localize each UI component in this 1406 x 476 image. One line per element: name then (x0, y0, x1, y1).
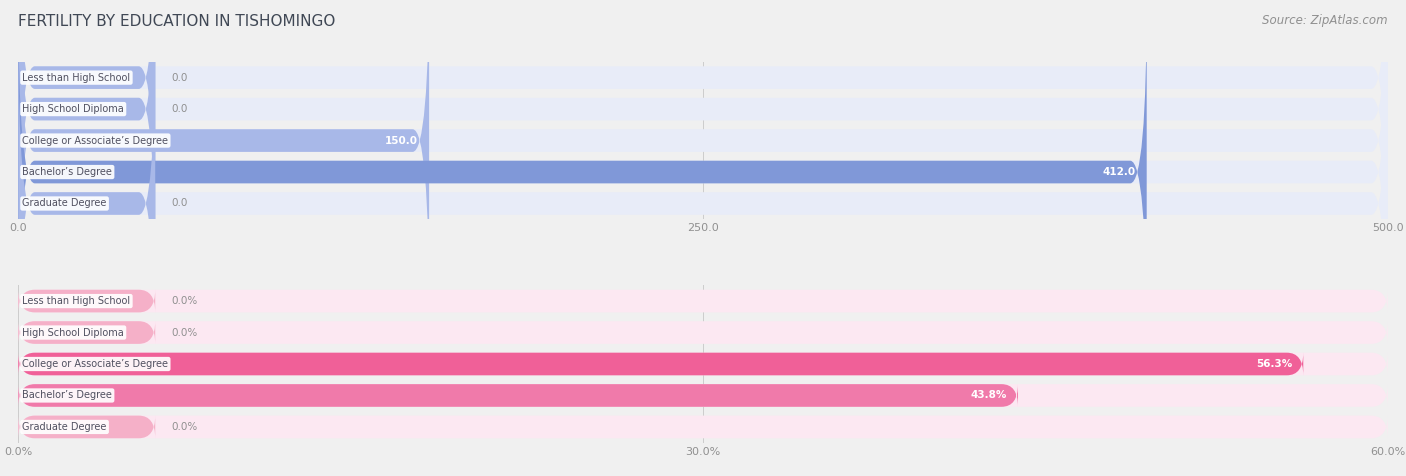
FancyBboxPatch shape (18, 26, 1388, 381)
Text: Graduate Degree: Graduate Degree (22, 422, 107, 432)
FancyBboxPatch shape (18, 0, 1388, 255)
FancyBboxPatch shape (18, 0, 155, 287)
Text: Less than High School: Less than High School (22, 73, 131, 83)
Text: Bachelor’s Degree: Bachelor’s Degree (22, 167, 112, 177)
Text: 150.0: 150.0 (385, 136, 418, 146)
FancyBboxPatch shape (18, 26, 155, 381)
FancyBboxPatch shape (18, 416, 155, 438)
Text: 43.8%: 43.8% (970, 390, 1007, 400)
FancyBboxPatch shape (18, 384, 1388, 407)
FancyBboxPatch shape (18, 0, 1388, 287)
FancyBboxPatch shape (18, 290, 1388, 312)
Text: Source: ZipAtlas.com: Source: ZipAtlas.com (1263, 14, 1388, 27)
Text: 0.0%: 0.0% (172, 327, 198, 337)
FancyBboxPatch shape (18, 0, 1388, 318)
Text: 0.0%: 0.0% (172, 296, 198, 306)
FancyBboxPatch shape (18, 0, 155, 255)
FancyBboxPatch shape (18, 321, 1388, 344)
FancyBboxPatch shape (18, 384, 1018, 407)
FancyBboxPatch shape (18, 0, 429, 318)
FancyBboxPatch shape (18, 0, 1388, 349)
Text: 0.0%: 0.0% (172, 422, 198, 432)
FancyBboxPatch shape (18, 416, 1388, 438)
Text: Graduate Degree: Graduate Degree (22, 198, 107, 208)
Text: College or Associate’s Degree: College or Associate’s Degree (22, 359, 169, 369)
Text: 0.0: 0.0 (172, 104, 188, 114)
FancyBboxPatch shape (18, 290, 155, 312)
Text: 56.3%: 56.3% (1256, 359, 1292, 369)
Text: High School Diploma: High School Diploma (22, 104, 124, 114)
Text: FERTILITY BY EDUCATION IN TISHOMINGO: FERTILITY BY EDUCATION IN TISHOMINGO (18, 14, 336, 30)
Text: High School Diploma: High School Diploma (22, 327, 124, 337)
FancyBboxPatch shape (18, 0, 1147, 349)
Text: 0.0: 0.0 (172, 73, 188, 83)
Text: 412.0: 412.0 (1102, 167, 1136, 177)
FancyBboxPatch shape (18, 353, 1303, 376)
Text: 0.0: 0.0 (172, 198, 188, 208)
Text: Bachelor’s Degree: Bachelor’s Degree (22, 390, 112, 400)
FancyBboxPatch shape (18, 353, 1388, 376)
Text: Less than High School: Less than High School (22, 296, 131, 306)
Text: College or Associate’s Degree: College or Associate’s Degree (22, 136, 169, 146)
FancyBboxPatch shape (18, 321, 155, 344)
